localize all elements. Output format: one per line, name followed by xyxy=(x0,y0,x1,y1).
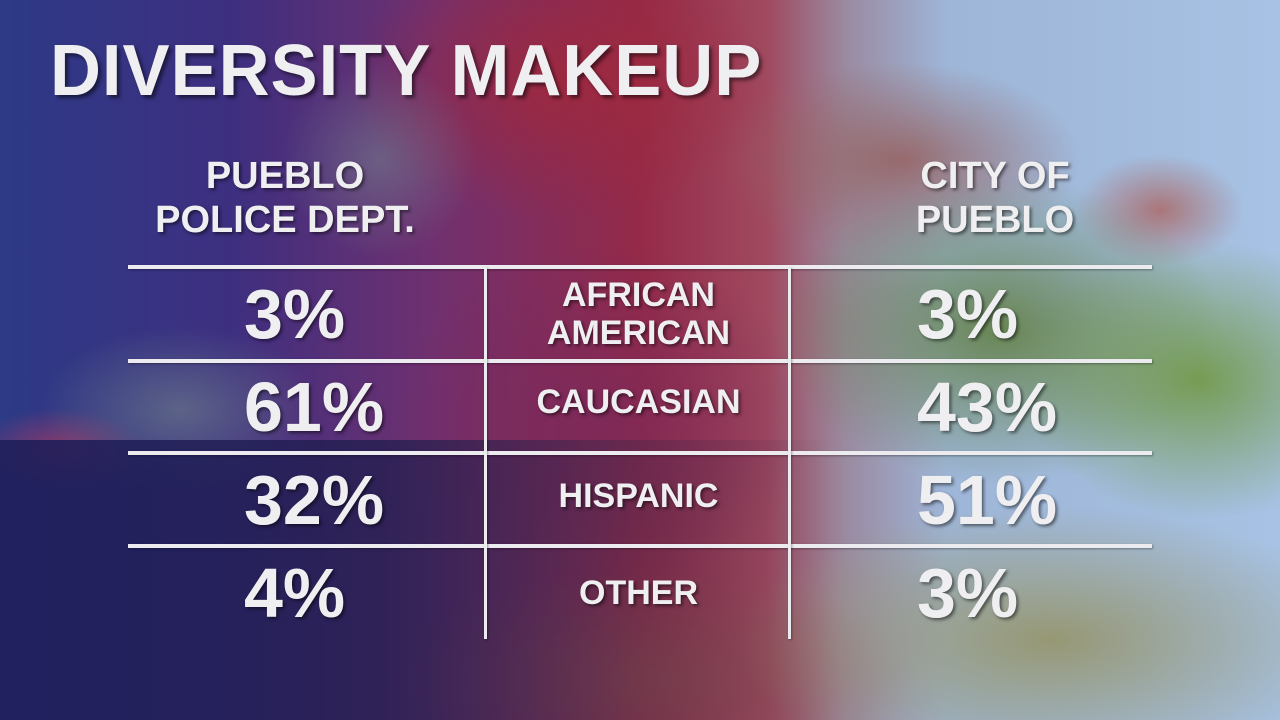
police-value-african-american: 3% xyxy=(244,275,346,353)
police-value-caucasian: 61% xyxy=(244,368,385,446)
table-divider-1 xyxy=(128,359,1152,363)
category-label-line2: AMERICAN xyxy=(546,314,731,352)
category-other: OTHER xyxy=(579,574,698,612)
category-label-line1: AFRICAN xyxy=(562,276,715,314)
table-divider-2 xyxy=(128,451,1152,455)
graphic-title: DIVERSITY MAKEUP xyxy=(50,31,763,111)
police-value-hispanic: 32% xyxy=(244,460,385,539)
city-value-other: 3% xyxy=(917,554,1019,632)
column-header-police-line2: POLICE DEPT. xyxy=(155,199,415,241)
background-shade xyxy=(0,440,1280,720)
column-header-city: CITY OF PUEBLO xyxy=(860,154,1130,242)
city-value-hispanic: 51% xyxy=(917,460,1058,539)
column-header-police: PUEBLO POLICE DEPT. xyxy=(110,154,460,242)
city-value-african-american: 3% xyxy=(917,275,1019,353)
column-header-city-line1: CITY OF xyxy=(920,155,1070,197)
table-column-divider-right xyxy=(788,267,791,639)
table-divider-top xyxy=(128,265,1152,269)
table-column-divider-left xyxy=(484,267,487,639)
city-value-caucasian: 43% xyxy=(917,368,1058,446)
police-value-other: 4% xyxy=(244,554,346,632)
column-header-city-line2: PUEBLO xyxy=(915,199,1075,241)
category-hispanic: HISPANIC xyxy=(558,477,719,515)
column-header-police-line1: PUEBLO xyxy=(205,155,365,197)
category-caucasian: CAUCASIAN xyxy=(536,383,741,421)
category-african-american: AFRICAN AMERICAN xyxy=(488,269,789,359)
table-divider-3 xyxy=(128,544,1152,548)
